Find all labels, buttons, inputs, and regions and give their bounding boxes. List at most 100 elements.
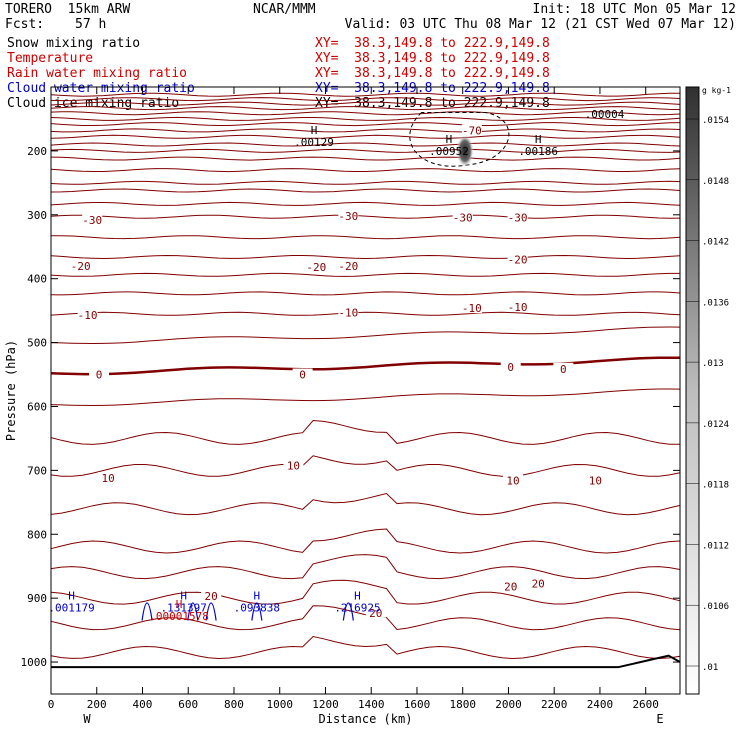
x-tick-label: 600 (178, 698, 198, 711)
extrema-marker: H (68, 590, 75, 603)
y-tick-label: 1000 (21, 656, 48, 669)
isotherm-line (50, 188, 681, 193)
axes: 0 200 400 600 800 1000 1200 1400 1600 1800 2000 220… (4, 86, 681, 726)
isotherm-line (50, 101, 681, 106)
field-label: Temperature (7, 51, 94, 66)
isotherm-line (50, 97, 681, 102)
field-xy: XY= 38.3,149.8 to 222.9,149.8 (315, 51, 550, 66)
extrema-value: .093838 (234, 602, 280, 615)
contour-label-bg (283, 459, 304, 471)
colorbar-label: .0142 (702, 238, 729, 248)
contour-label-bg (528, 577, 549, 589)
colorbar-fill (685, 86, 700, 695)
init-time: Init: 18 UTC Mon 05 Mar 12 (532, 2, 737, 17)
isotherm-line (50, 528, 681, 554)
contour-label-bg (338, 210, 359, 222)
extrema-value: .00004 (585, 108, 625, 121)
isotherm-line (50, 111, 681, 116)
y-tick-label: 800 (27, 528, 47, 541)
isotherm-label: 10 (102, 472, 115, 485)
y-tick-label: 600 (27, 400, 47, 413)
extrema-marker: H (446, 133, 453, 146)
isotherm-line (50, 168, 681, 173)
isotherm-label: 10 (287, 459, 300, 472)
center-title: NCAR/MMM (253, 2, 316, 17)
colorbar-label: .0124 (702, 420, 729, 430)
contour-label-bg (507, 300, 528, 312)
x-tick-label: 200 (87, 698, 107, 711)
contour-label-bg (503, 474, 524, 486)
isotherm-line (50, 419, 681, 445)
colorbar-label: .0136 (702, 298, 729, 308)
contour-lines (50, 92, 681, 669)
isotherm-line (50, 291, 681, 296)
contour-label-bg (507, 211, 528, 223)
x-tick-label: 1000 (266, 698, 293, 711)
contour-label-bg (82, 213, 103, 225)
isotherm-label: -20 (508, 254, 528, 267)
isotherm-line (50, 554, 681, 580)
extrema-marker: H (535, 133, 542, 146)
cloud-water-contour (251, 602, 263, 621)
isotherm-label: -70 (462, 124, 482, 137)
x-tick-label: 2200 (541, 698, 568, 711)
fcst-value: 57 h (75, 17, 107, 32)
isotherm-line (50, 116, 681, 121)
colorbar-label: .013 (702, 359, 724, 369)
contour-label-bg (77, 309, 98, 321)
x-tick-label: 0 (48, 698, 55, 711)
colorbar-label: .0154 (702, 116, 729, 126)
extrema-marker: H (180, 590, 187, 603)
contour-label-bg (585, 474, 606, 486)
isotherm-line (50, 254, 681, 260)
colorbar-label: .0118 (702, 481, 729, 491)
extrema-value: .00186 (518, 145, 558, 158)
y-tick-label: 200 (27, 145, 47, 158)
isotherm-label: 20 (504, 581, 517, 594)
isotherm-label: 20 (532, 577, 545, 590)
isotherm-label: -30 (82, 214, 102, 227)
contour-label-bg (461, 124, 482, 136)
colorbar-unit: g kg-1 (702, 86, 731, 95)
isotherm-label: 20 (204, 590, 217, 603)
cloud-water-contour (141, 602, 153, 621)
extrema-marker: H (176, 598, 183, 611)
colorbar-label: .0148 (702, 177, 729, 187)
isotherm-label: 20 (369, 607, 382, 620)
isotherm-line (50, 201, 681, 206)
isotherm-label: -10 (508, 301, 528, 314)
extrema-value: .00001578 (149, 610, 209, 623)
isotherm-label: -30 (508, 211, 528, 224)
y-tick-label: 700 (27, 464, 47, 477)
y-tick-label: 300 (27, 209, 47, 222)
extrema-value: .00952 (429, 145, 469, 158)
isotherm-line (50, 180, 681, 185)
contour-label-bg (201, 590, 222, 602)
contour-label-bg (500, 360, 521, 372)
contour-label-bg (306, 261, 327, 273)
x-tick-label: 2600 (632, 698, 659, 711)
colorbar-label: .0112 (702, 541, 729, 551)
extrema-value: .00129 (294, 136, 334, 149)
isotherm-line (50, 326, 681, 345)
field-xy: XY= 38.3,149.8 to 222.9,149.8 (315, 36, 550, 51)
contour-labels: -70 -30 -30 -30 -30 -20 -20 -20 -20 -10 -10 -10 -10 0… (48, 108, 624, 623)
field-xy: XY= 38.3,149.8 to 222.9,149.8 (315, 81, 550, 96)
contour-label-bg (292, 368, 313, 380)
isotherm-label: -10 (462, 302, 482, 315)
field-label: Snow mixing ratio (7, 36, 141, 51)
contour-label-bg (500, 580, 521, 592)
isotherm-label: -20 (306, 261, 326, 274)
west-label: W (83, 712, 91, 726)
x-tick-label: 1600 (404, 698, 431, 711)
isotherm-line (50, 356, 680, 376)
y-tick-label: 400 (27, 273, 47, 286)
contour-label-bg (70, 259, 91, 271)
x-tick-label: 2400 (587, 698, 614, 711)
colorbar-label: .01 (702, 663, 718, 673)
snow-maximum-shade (455, 133, 474, 168)
isotherm-label: 10 (589, 475, 602, 488)
isotherm-line (50, 579, 681, 605)
extrema-value: .001179 (48, 602, 94, 615)
x-axis-label: Distance (km) (319, 712, 413, 726)
